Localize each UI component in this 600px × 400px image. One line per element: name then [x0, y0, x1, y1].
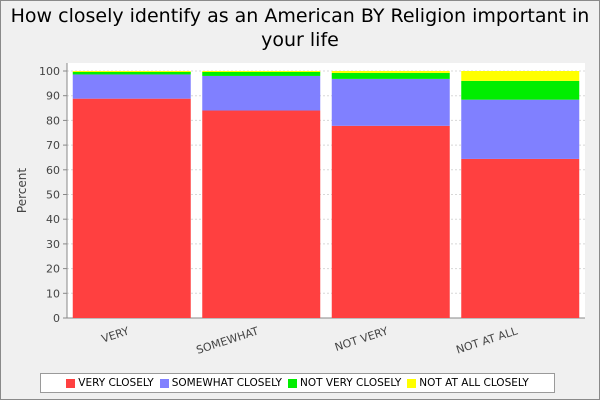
legend-swatch: [159, 378, 169, 388]
y-tick-label: 90: [46, 90, 60, 103]
y-tick-label: 10: [46, 287, 60, 300]
y-tick-label: 50: [46, 189, 60, 202]
legend-item: VERY CLOSELY: [66, 377, 154, 389]
y-tick-label: 40: [46, 213, 60, 226]
bar-segment: [331, 71, 450, 73]
chart-title: How closely identify as an American BY R…: [10, 5, 590, 51]
x-tick-label: NOT VERY: [333, 324, 390, 354]
y-tick-label: 80: [46, 114, 60, 127]
y-tick-label: 70: [46, 139, 60, 152]
legend-label: SOMEWHAT CLOSELY: [171, 377, 282, 389]
legend-item: SOMEWHAT CLOSELY: [159, 377, 282, 389]
x-tick-label: SOMEWHAT: [195, 324, 261, 356]
bar-segment: [202, 75, 321, 111]
y-tick-label: 60: [46, 164, 60, 177]
bar-segment: [331, 78, 450, 126]
y-tick-label: 30: [46, 238, 60, 251]
bar-segment: [461, 71, 580, 81]
x-tick-label: NOT AT ALL: [455, 324, 520, 356]
bar-segment: [202, 71, 321, 76]
bar-segment: [331, 125, 450, 318]
y-tick-label: 0: [53, 312, 60, 325]
bar-segment: [202, 110, 321, 319]
legend-swatch: [287, 378, 297, 388]
chart-legend: VERY CLOSELY SOMEWHAT CLOSELY NOT VERY CLO…: [40, 373, 555, 393]
bar-segment: [202, 71, 321, 72]
y-tick-label: 100: [39, 65, 60, 78]
legend-swatch: [66, 378, 76, 388]
bar-segment: [331, 72, 450, 79]
legend-label: VERY CLOSELY: [78, 377, 154, 389]
legend-label: NOT AT ALL CLOSELY: [419, 377, 529, 389]
bar-segment: [461, 80, 580, 100]
legend-label: NOT VERY CLOSELY: [299, 377, 402, 389]
legend-swatch: [407, 378, 417, 388]
y-tick-label: 20: [46, 263, 60, 276]
bar-segment: [461, 158, 580, 318]
y-axis-label: Percent: [15, 168, 29, 213]
legend-item: NOT VERY CLOSELY: [287, 377, 402, 389]
x-tick-label: VERY: [100, 324, 131, 345]
bar-segment: [72, 74, 191, 99]
bar-segment: [461, 99, 580, 159]
bar-segment: [72, 98, 191, 318]
bar-segment: [72, 71, 191, 72]
bar-segment: [72, 71, 191, 75]
legend-item: NOT AT ALL CLOSELY: [407, 377, 529, 389]
